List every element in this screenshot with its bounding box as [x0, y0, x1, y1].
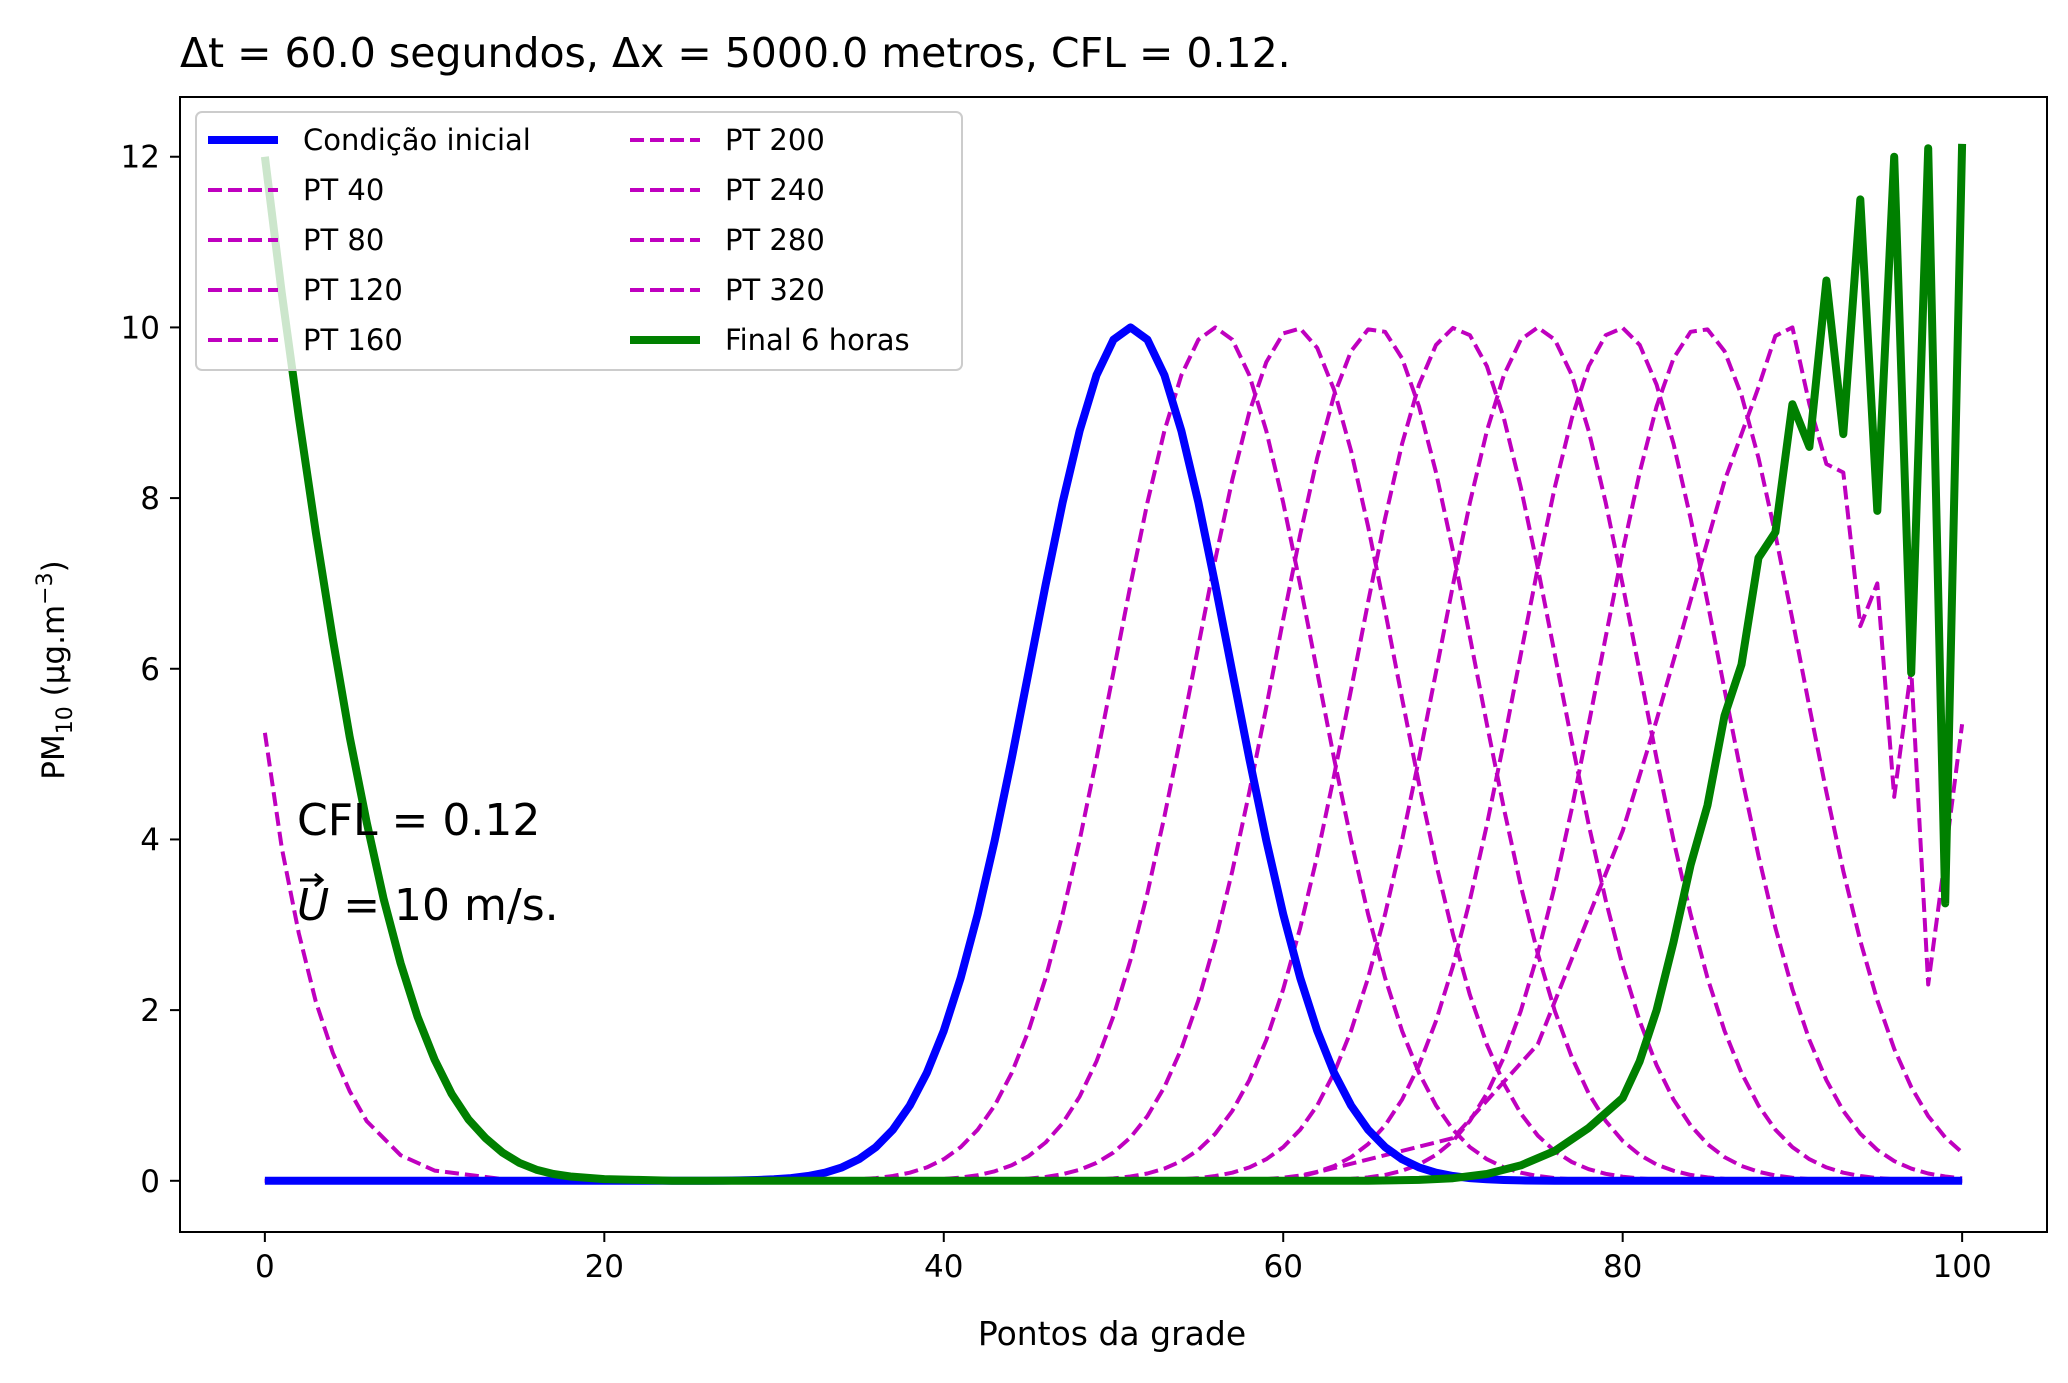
x-tick-label: 0 [255, 1249, 275, 1285]
y-tick-label: 8 [140, 481, 160, 517]
legend-label-final-6-horas: Final 6 horas [725, 323, 910, 357]
axes-frame [179, 96, 2048, 1233]
y-tick-label: 2 [140, 993, 160, 1029]
annotation-vector-symbol: U [297, 880, 329, 931]
vector-arrow-icon [300, 872, 325, 888]
legend-label-pt-80: PT 80 [303, 223, 384, 257]
x-axis: 0 20 40 60 80 100 [255, 1232, 1992, 1285]
x-tick-label: 100 [1933, 1249, 1992, 1285]
legend-label-pt-160: PT 160 [303, 323, 403, 357]
y-tick-label: 0 [140, 1164, 160, 1200]
y-axis-label-superscript: −3 [33, 572, 58, 604]
series-line-condi-o-inicial [264, 323, 1963, 1185]
x-axis-label: Pontos da grade [978, 1314, 1246, 1353]
legend-label-pt-240: PT 240 [725, 173, 825, 207]
y-tick-label: 12 [121, 140, 160, 176]
y-tick-label: 10 [121, 310, 160, 346]
series-layer [260, 143, 1967, 1185]
legend-label-pt-120: PT 120 [303, 273, 403, 307]
x-tick-label: 80 [1603, 1249, 1642, 1285]
legend-label-pt-320: PT 320 [725, 273, 825, 307]
y-axis-label: PM10 (μg.m−3) [33, 560, 78, 779]
series-line-final-6-horas [260, 143, 1967, 1185]
x-tick-label: 40 [924, 1249, 963, 1285]
series-line-pt-320 [262, 325, 1965, 1183]
y-axis-label-close: ) [36, 560, 72, 572]
y-tick-label: 6 [140, 652, 160, 688]
y-axis-label-unit: (μg.m [36, 605, 72, 706]
y-axis-label-base: PM [36, 734, 72, 779]
legend-label-pt-280: PT 280 [725, 223, 825, 257]
legend-label-condi-o-inicial: Condição inicial [303, 123, 531, 157]
annotation-velocity-value: = 10 m/s. [329, 880, 558, 931]
annotation-velocity: U = 10 m/s. [297, 880, 559, 931]
chart-title: Δt = 60.0 segundos, Δx = 5000.0 metros, … [180, 29, 1291, 77]
legend: Condição inicial PT 40 PT 80 PT 120 PT 160 PT… [195, 111, 963, 371]
y-axis-label-subscript: 10 [53, 706, 78, 734]
x-tick-label: 60 [1264, 1249, 1303, 1285]
legend-items: Condição inicial PT 40 PT 80 PT 120 PT 160 PT… [208, 123, 910, 357]
legend-label-pt-40: PT 40 [303, 173, 384, 207]
y-axis: 0 2 4 6 8 10 12 [121, 140, 180, 1200]
annotation-cfl: CFL = 0.12 [297, 795, 540, 846]
x-tick-label: 20 [585, 1249, 624, 1285]
legend-frame [195, 111, 963, 371]
legend-label-pt-200: PT 200 [725, 123, 825, 157]
y-tick-label: 4 [140, 822, 160, 858]
